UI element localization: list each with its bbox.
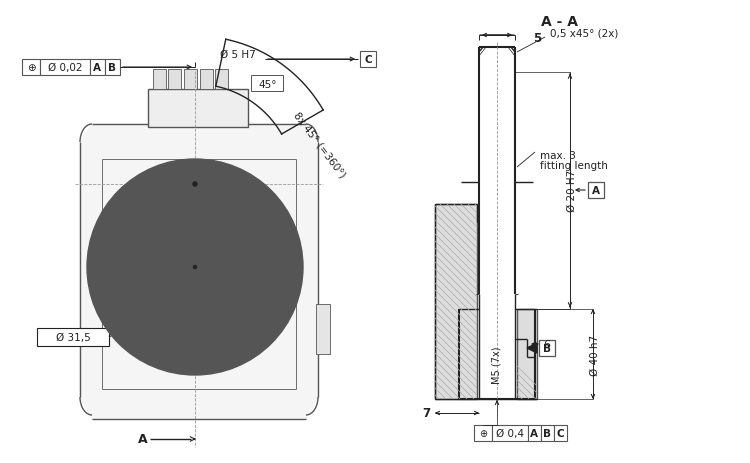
Circle shape bbox=[236, 217, 245, 226]
Circle shape bbox=[125, 263, 134, 272]
Circle shape bbox=[170, 234, 180, 244]
Circle shape bbox=[143, 216, 247, 319]
Bar bbox=[184, 70, 197, 90]
Circle shape bbox=[190, 198, 200, 207]
Bar bbox=[588, 182, 604, 199]
Text: Ø 0,4: Ø 0,4 bbox=[496, 428, 524, 438]
Polygon shape bbox=[435, 205, 477, 399]
Bar bbox=[40, 60, 90, 76]
Circle shape bbox=[226, 284, 233, 291]
Text: B: B bbox=[543, 428, 551, 438]
Bar bbox=[22, 60, 40, 76]
Text: 6: 6 bbox=[543, 339, 550, 349]
Circle shape bbox=[193, 182, 197, 187]
Circle shape bbox=[256, 263, 265, 272]
Polygon shape bbox=[517, 309, 537, 399]
Text: A: A bbox=[93, 63, 101, 73]
Bar bbox=[215, 70, 228, 90]
Bar bbox=[153, 70, 166, 90]
Circle shape bbox=[193, 265, 197, 269]
Text: ⊕: ⊕ bbox=[479, 428, 487, 438]
Text: 5: 5 bbox=[533, 31, 542, 44]
Bar bbox=[148, 90, 248, 128]
Bar bbox=[37, 328, 109, 346]
Circle shape bbox=[187, 259, 203, 275]
Circle shape bbox=[183, 317, 207, 341]
Circle shape bbox=[145, 309, 154, 318]
Polygon shape bbox=[527, 343, 537, 353]
Circle shape bbox=[236, 309, 245, 318]
Bar bbox=[251, 76, 283, 92]
Text: A: A bbox=[592, 186, 600, 195]
Circle shape bbox=[167, 239, 223, 295]
Bar bbox=[168, 70, 181, 90]
Bar bbox=[316, 304, 330, 354]
Circle shape bbox=[225, 247, 235, 257]
Text: C: C bbox=[364, 55, 372, 65]
Text: Ø 5 H7: Ø 5 H7 bbox=[220, 50, 256, 60]
Bar bbox=[200, 70, 213, 90]
Text: 8x 45° (=360°): 8x 45° (=360°) bbox=[292, 110, 348, 179]
Text: Ø 0,02: Ø 0,02 bbox=[48, 63, 82, 73]
Circle shape bbox=[157, 284, 164, 291]
Text: M5 (7x): M5 (7x) bbox=[492, 345, 502, 383]
Text: A - A: A - A bbox=[542, 15, 578, 29]
Text: B: B bbox=[543, 343, 551, 353]
Circle shape bbox=[190, 328, 200, 337]
Bar bbox=[492, 425, 528, 441]
Circle shape bbox=[105, 178, 285, 357]
Bar bbox=[528, 425, 541, 441]
Text: Xm: Xm bbox=[207, 184, 224, 194]
Text: Ø 40 h7: Ø 40 h7 bbox=[590, 334, 600, 375]
Text: Ø 31,5: Ø 31,5 bbox=[56, 332, 91, 342]
Circle shape bbox=[191, 304, 199, 311]
Circle shape bbox=[191, 224, 199, 231]
Text: C: C bbox=[556, 428, 564, 438]
Text: 0,5 x45° (2x): 0,5 x45° (2x) bbox=[550, 28, 618, 38]
Circle shape bbox=[130, 202, 260, 332]
Bar bbox=[554, 425, 567, 441]
Text: 45°: 45° bbox=[259, 80, 278, 89]
Text: A: A bbox=[139, 432, 148, 445]
Bar bbox=[90, 60, 105, 76]
Text: ⊕: ⊕ bbox=[27, 63, 35, 73]
Bar bbox=[539, 340, 555, 356]
Circle shape bbox=[157, 244, 164, 251]
Circle shape bbox=[87, 160, 303, 375]
Text: Ø 20 H7: Ø 20 H7 bbox=[567, 169, 577, 212]
Text: A: A bbox=[152, 178, 162, 191]
Text: max. 3: max. 3 bbox=[540, 150, 576, 161]
Text: 7: 7 bbox=[422, 407, 430, 419]
Bar bbox=[105, 60, 120, 76]
Polygon shape bbox=[80, 125, 318, 419]
Text: fitting length: fitting length bbox=[540, 161, 608, 171]
Circle shape bbox=[226, 244, 233, 251]
Text: A: A bbox=[530, 428, 538, 438]
Circle shape bbox=[177, 250, 213, 285]
Bar bbox=[360, 52, 376, 68]
Circle shape bbox=[145, 217, 154, 226]
Bar bbox=[541, 425, 554, 441]
Text: B: B bbox=[108, 63, 116, 73]
Bar bbox=[474, 425, 492, 441]
